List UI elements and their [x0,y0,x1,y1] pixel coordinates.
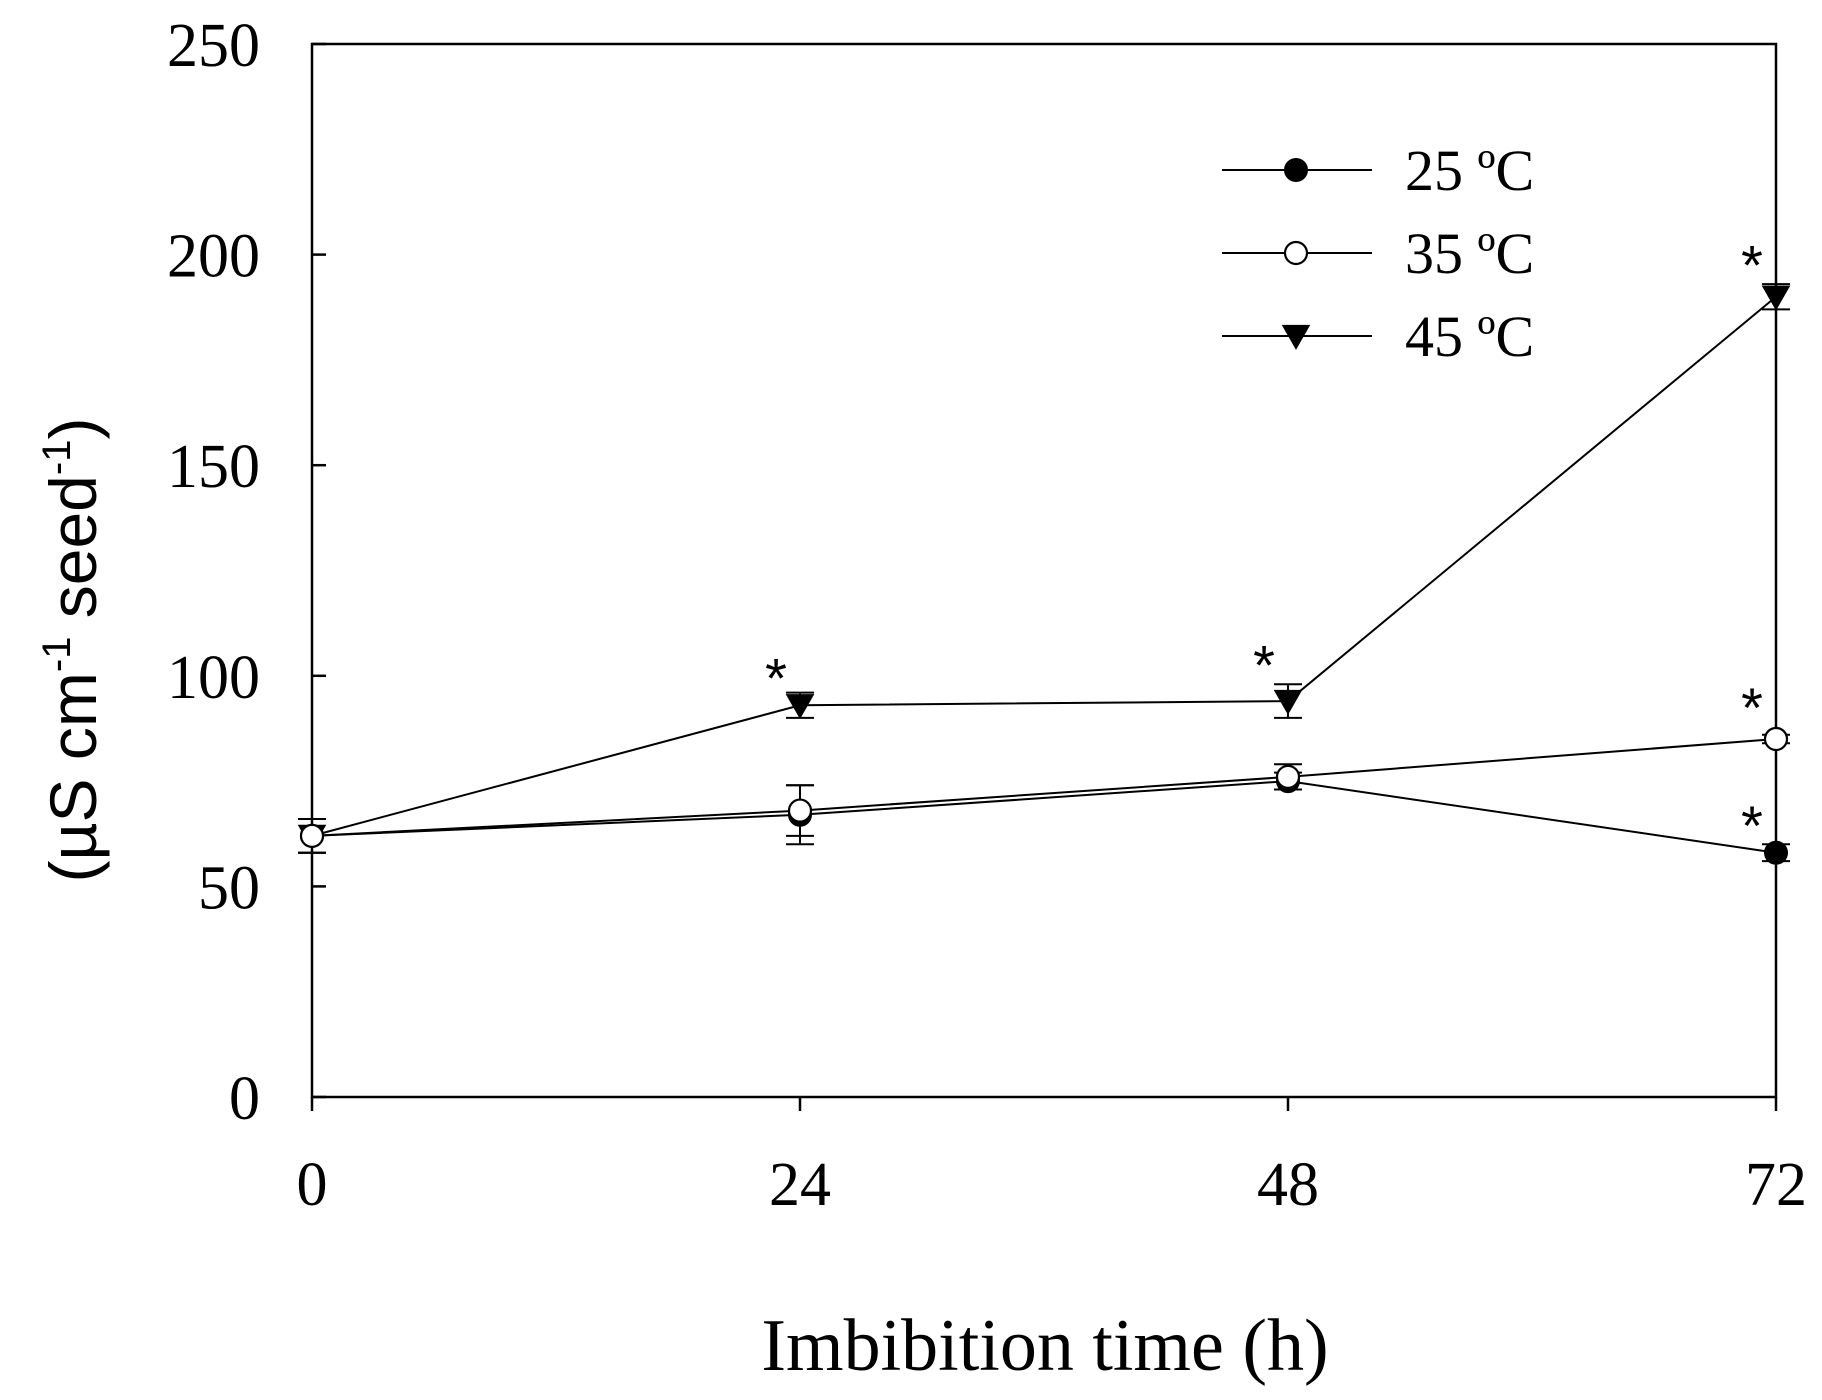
data-point [1273,689,1303,715]
axes: 0 50 100 150 200 250 0 24 48 72 [167,12,1807,1219]
x-tick-label: 48 [1257,1151,1319,1219]
legend-marker [1283,240,1309,266]
y-tick-label: 50 [198,854,260,922]
series-2 [297,283,1791,854]
y-tick-label: 150 [167,433,260,501]
x-tick-label: 0 [297,1151,328,1219]
y-axis-title-close: ) [36,418,110,440]
x-tick-label: 72 [1745,1151,1807,1219]
x-axis-title: Imbibition time (h) [761,1305,1328,1387]
y-axis-title-open: (µS cm [36,672,110,882]
data-point [1763,726,1789,752]
legend-label: 45 ºC [1405,304,1534,369]
data-point [1761,285,1791,311]
y-axis-title-sup1: -1 [35,637,79,673]
y-tick-label: 200 [167,223,260,291]
legend-marker [1284,158,1308,182]
series-1 [298,726,1790,854]
legend-item-1: 35 ºC [1222,221,1534,286]
legend: 25 ºC 35 ºC 45 ºC [1222,138,1534,369]
data-point [299,823,325,848]
y-tick-label: 0 [229,1065,260,1133]
legend-label: 25 ºC [1405,138,1534,203]
annotation-layer: * * * * * [765,234,1763,857]
y-axis-title-sup2: -1 [35,440,79,476]
y-tick-label: 100 [167,644,260,712]
y-tick-label: 250 [167,12,260,80]
legend-item-2: 45 ºC [1222,304,1534,369]
significance-marker: * [1253,634,1275,697]
legend-item-0: 25 ºC [1222,138,1534,203]
significance-marker: * [1741,794,1763,857]
data-point [1764,840,1788,865]
series-line [311,780,1777,854]
significance-marker: * [1741,234,1763,297]
series-line [311,295,1777,837]
y-axis-title: (µS cm-1 seed-1) [35,418,110,883]
data-point [787,798,813,823]
x-tick-label: 24 [769,1151,831,1219]
legend-marker [1281,324,1311,350]
series-layer [297,283,1791,865]
y-axis-title-mid: seed [36,475,110,636]
plot-frame [310,42,1778,1099]
significance-marker: * [765,646,787,709]
data-point [1275,764,1301,789]
legend-label: 35 ºC [1405,221,1534,286]
significance-marker: * [1741,676,1763,739]
series-line [311,737,1777,837]
data-point [785,694,815,720]
series-0 [298,769,1790,865]
